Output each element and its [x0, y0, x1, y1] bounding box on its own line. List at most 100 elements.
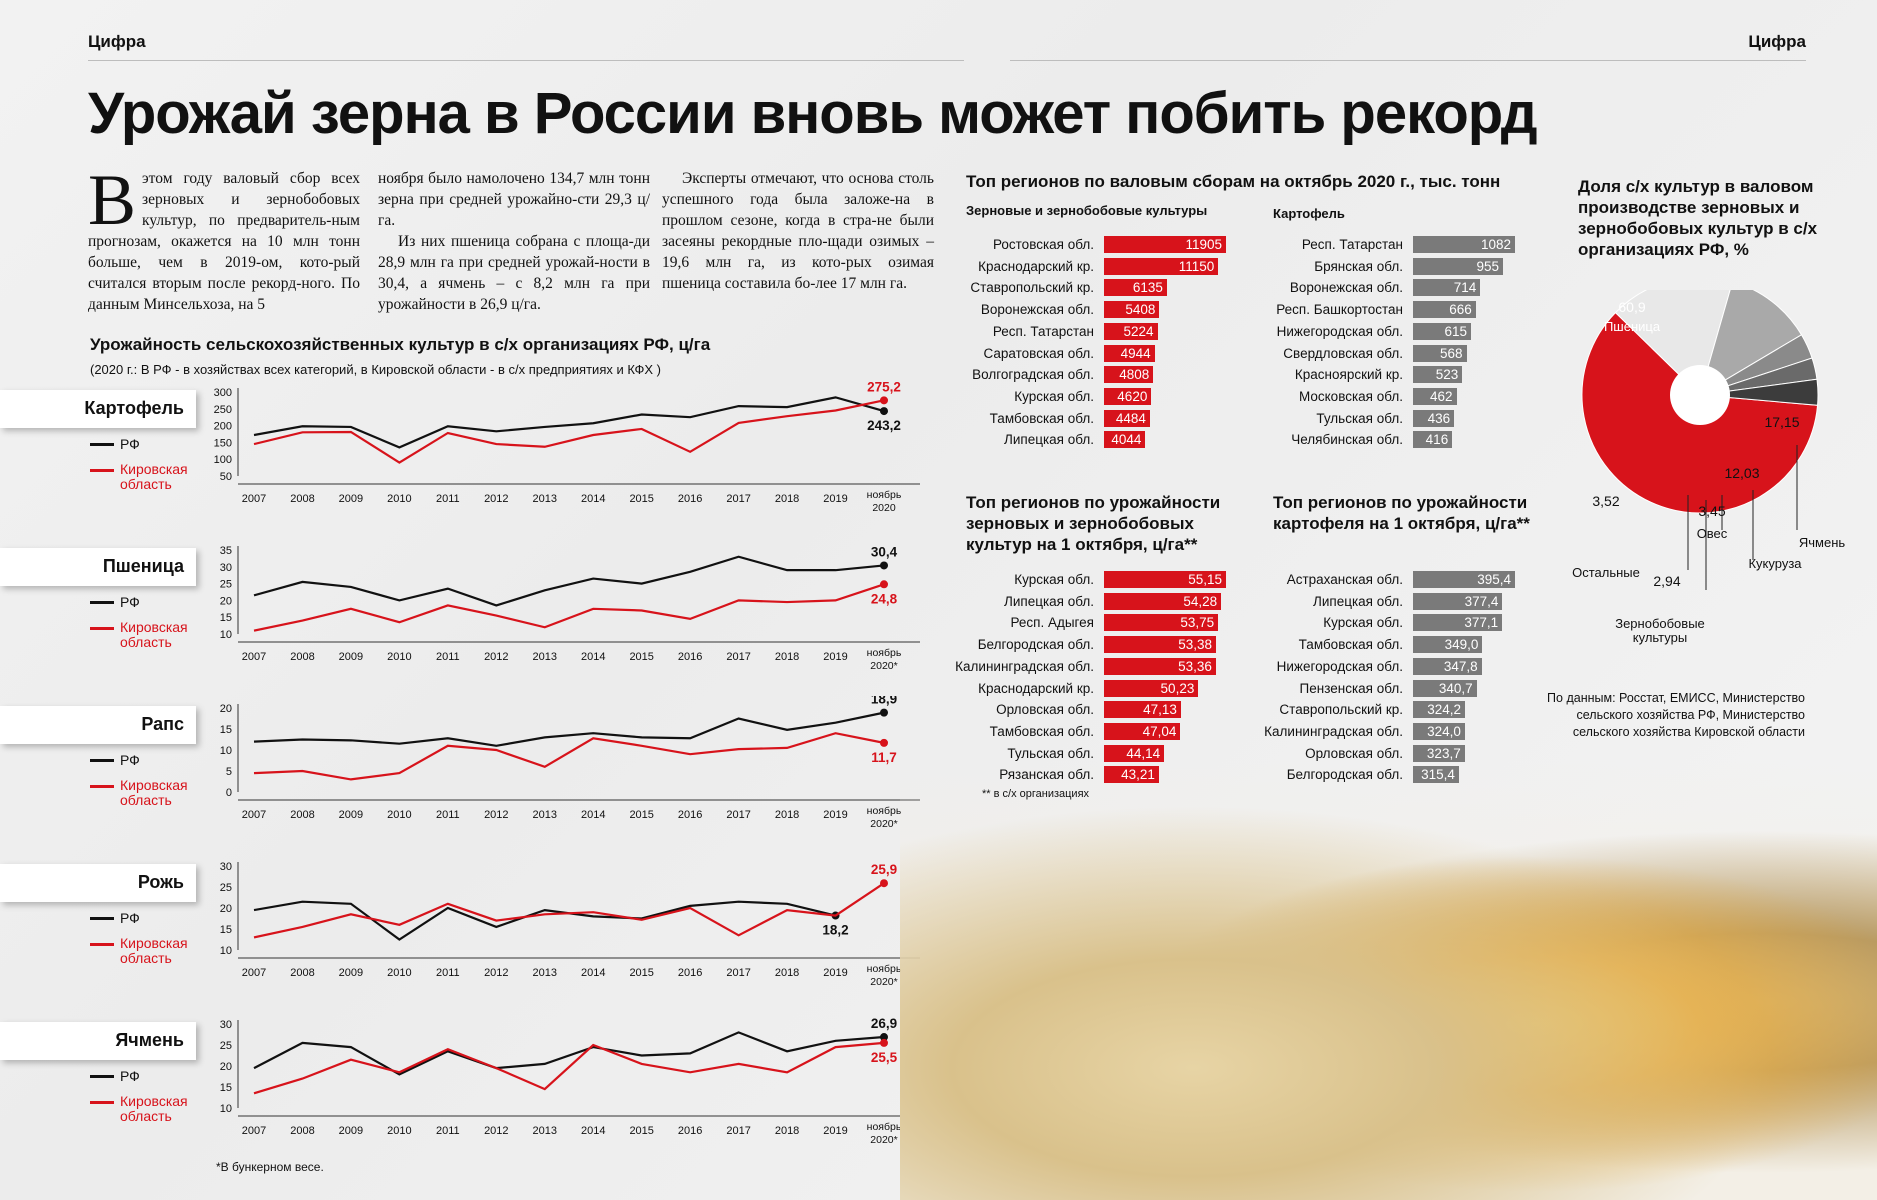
x-tick-label: 2018	[775, 651, 799, 663]
bar: 54,28	[1104, 592, 1222, 610]
bar-value-label: 324,0	[1427, 723, 1461, 739]
article-text-1: этом году валовый сбор всех зерновых и з…	[88, 170, 360, 313]
x-tick-label: 2007	[242, 967, 266, 979]
pie-label-name: Зернобобовые	[1615, 616, 1705, 631]
label-kirov-end: 25,5	[871, 1050, 898, 1065]
x-tick-label: 2008	[290, 1125, 314, 1137]
label-rf-end: 26,9	[871, 1016, 897, 1031]
bar: 1082	[1413, 236, 1515, 253]
legend-kirov-label: Кировская область	[120, 935, 188, 966]
x-tick-label: 2009	[339, 651, 363, 663]
bar: 666	[1413, 301, 1476, 319]
bar-category-label: Краснодарский кр.	[978, 258, 1094, 274]
x-tick-label: 2015	[629, 1125, 653, 1137]
bar-value-label: 53,75	[1180, 615, 1215, 631]
pie-label-name: Ячмень	[1799, 535, 1846, 550]
bar-category-label: Ростовская обл.	[992, 237, 1094, 252]
bar: 6135	[1104, 279, 1167, 297]
bar: 462	[1413, 387, 1457, 405]
label-rf-end: 30,4	[871, 544, 898, 559]
line-chart-4: 10 15 20 25 30 2007 2008 2009 2010 2011 2012 2013 20…	[220, 1016, 920, 1146]
bar-value-label: 4044	[1111, 432, 1142, 448]
x-tick-label: 2016	[678, 1125, 702, 1137]
bar: 416	[1413, 431, 1453, 449]
x-tick-label-last-2: 2020*	[870, 660, 897, 672]
x-tick-label: 2014	[581, 809, 605, 821]
bar-category-label: Респ. Татарстан	[1301, 237, 1403, 252]
bar: 47,13	[1104, 701, 1181, 719]
source-note: По данным: Росстат, ЕМИСС, Министерство …	[1547, 691, 1805, 739]
series-end-point	[880, 879, 888, 888]
series-end-point	[880, 580, 888, 589]
bar: 615	[1413, 322, 1471, 340]
x-tick-label: 2017	[726, 809, 750, 821]
x-tick-label: 2014	[581, 1125, 605, 1137]
x-tick-label: 2019	[823, 493, 847, 505]
series-line-kirov	[253, 882, 885, 939]
x-tick-label: 2014	[581, 651, 605, 663]
x-tick-label-last: ноябрь	[867, 963, 902, 975]
legend-kirov-swatch	[90, 627, 114, 630]
x-tick-label: 2017	[726, 651, 750, 663]
bar: 5408	[1104, 301, 1160, 319]
bar: 324,0	[1413, 722, 1465, 740]
bar-value-label: 955	[1476, 258, 1500, 274]
y-tick-label: 20	[220, 1061, 232, 1073]
series-line-kirov	[253, 399, 885, 464]
line-chart-1: 10 15 20 25 30 35 2007 2008 2009 2010 2011 2012 2013…	[220, 544, 920, 672]
bar-category-label: Ставропольский кр.	[1279, 702, 1403, 718]
x-tick-label-last-2: 2020*	[870, 818, 897, 830]
bar: 55,15	[1104, 571, 1226, 588]
pie-slice-5	[1699, 378, 1819, 406]
x-tick-label: 2014	[581, 493, 605, 505]
bar: 5224	[1104, 322, 1158, 340]
x-tick-label: 2007	[242, 1125, 266, 1137]
bar-category-label: Калининградская обл.	[955, 658, 1094, 674]
bar: 324,2	[1413, 701, 1466, 719]
bar: 315,4	[1413, 766, 1459, 784]
bar-value-label: 324,2	[1427, 702, 1462, 718]
bar: 523	[1413, 366, 1463, 384]
page-title: Урожай зерна в России вновь может побить…	[88, 81, 1538, 146]
x-tick-label: 2017	[726, 493, 750, 505]
x-tick-label: 2010	[387, 809, 411, 821]
x-tick-label: 2016	[678, 651, 702, 663]
y-tick-label: 15	[220, 1082, 232, 1094]
x-tick-label: 2012	[484, 493, 508, 505]
bar-value-label: 615	[1444, 323, 1467, 339]
article-text-3: Эксперты отмечают, что основа столь успе…	[662, 170, 934, 292]
crop-label-2: Рапс	[0, 706, 196, 744]
bar: 377,1	[1413, 614, 1503, 632]
x-tick-label: 2009	[339, 493, 363, 505]
x-tick-label: 2013	[533, 493, 557, 505]
bar: 53,75	[1104, 614, 1219, 632]
bar-category-label: Респ. Башкортостан	[1276, 302, 1403, 318]
bar-value-label: 666	[1449, 302, 1472, 318]
bar-value-label: 11905	[1185, 237, 1222, 252]
y-tick-label: 50	[220, 471, 232, 483]
bar-value-label: 377,1	[1464, 615, 1499, 631]
series-end-point	[880, 1033, 888, 1042]
x-tick-label: 2010	[387, 1125, 411, 1137]
article-column-3: Эксперты отмечают, что основа столь успе…	[662, 168, 934, 294]
bar-category-label: Тамбовская обл.	[989, 723, 1094, 739]
footnote: *В бункерном весе.	[216, 1160, 324, 1174]
bar-value-label: 4808	[1119, 367, 1150, 383]
bar-value-label: 50,23	[1160, 680, 1195, 696]
yield-chart-title: Урожайность сельскохозяйственных культур…	[90, 335, 711, 354]
bar-category-label: Орловская обл.	[1305, 745, 1403, 761]
bar: 323,7	[1413, 744, 1465, 762]
pie-label-value: 2,94	[1653, 573, 1680, 589]
bar-category-label: Липецкая обл.	[1313, 593, 1403, 609]
bar-category-label: Нижегородская обл.	[1276, 658, 1403, 674]
x-tick-label: 2013	[533, 651, 557, 663]
x-tick-label: 2018	[775, 493, 799, 505]
series-line-kirov	[253, 583, 885, 632]
series-end-point	[880, 1038, 888, 1047]
bar-category-label: Курская обл.	[1323, 615, 1403, 631]
bar-category-label: Калининградская обл.	[1264, 723, 1403, 739]
article-column-1: В этом году валовый сбор всех зерновых и…	[88, 164, 360, 315]
bar-value-label: 5408	[1125, 302, 1156, 318]
bar: 714	[1413, 279, 1481, 297]
bar-value-label: 340,7	[1438, 680, 1473, 696]
